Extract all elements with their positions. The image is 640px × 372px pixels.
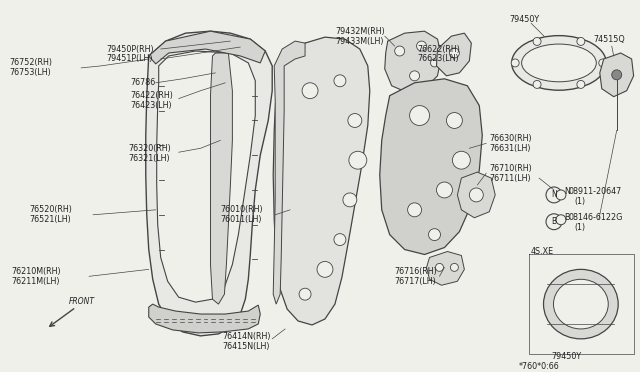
Text: N: N [564,187,570,196]
Text: 76630(RH): 76630(RH) [489,134,532,143]
Text: 08146-6122G: 08146-6122G [569,213,623,222]
Polygon shape [436,33,471,76]
Text: 76520(RH): 76520(RH) [29,205,72,214]
Text: 76211M(LH): 76211M(LH) [12,277,60,286]
Polygon shape [380,79,483,254]
Circle shape [546,187,562,203]
Polygon shape [385,31,442,93]
Circle shape [431,59,438,67]
Circle shape [334,75,346,87]
Circle shape [348,113,362,128]
Text: 76415N(LH): 76415N(LH) [223,342,270,351]
Ellipse shape [522,44,596,82]
Polygon shape [458,172,495,218]
Polygon shape [600,53,634,97]
Circle shape [577,38,585,45]
Text: 76010(RH): 76010(RH) [220,205,263,214]
Text: 4S.XE: 4S.XE [531,247,554,256]
Text: (1): (1) [574,223,585,232]
Text: 76423(LH): 76423(LH) [131,101,172,110]
Circle shape [343,193,357,207]
Circle shape [556,215,566,225]
Circle shape [302,83,318,99]
Ellipse shape [511,36,606,90]
Text: 76210M(RH): 76210M(RH) [12,267,61,276]
Circle shape [334,234,346,246]
Circle shape [408,203,422,217]
Text: 79433M(LH): 79433M(LH) [335,36,383,46]
Polygon shape [148,31,265,64]
Circle shape [577,80,585,89]
Polygon shape [273,37,370,325]
Text: (1): (1) [574,198,585,206]
Circle shape [299,288,311,300]
Text: 76752(RH): 76752(RH) [10,58,52,67]
Circle shape [546,214,562,230]
Circle shape [429,229,440,241]
Ellipse shape [554,279,608,329]
Circle shape [436,182,452,198]
Text: 76786: 76786 [131,78,156,87]
Circle shape [410,106,429,125]
Text: 76320(RH): 76320(RH) [129,144,172,153]
Circle shape [447,113,462,128]
Text: 76711(LH): 76711(LH) [489,174,531,183]
Text: 76716(RH): 76716(RH) [395,267,437,276]
Circle shape [556,190,566,200]
Text: 76631(LH): 76631(LH) [489,144,531,153]
Polygon shape [273,41,305,304]
Text: 76011(LH): 76011(LH) [220,215,262,224]
Circle shape [452,151,470,169]
Text: 76321(LH): 76321(LH) [129,154,170,163]
Text: 76414N(RH): 76414N(RH) [223,332,271,341]
Circle shape [417,41,426,51]
Text: 76422(RH): 76422(RH) [131,91,173,100]
Circle shape [395,46,404,56]
Text: 76521(LH): 76521(LH) [29,215,71,224]
Polygon shape [211,53,232,304]
Circle shape [410,71,420,81]
Text: 76753(LH): 76753(LH) [10,68,51,77]
Text: B: B [552,217,557,226]
Text: 79451P(LH): 79451P(LH) [106,54,152,64]
Text: 79450P(RH): 79450P(RH) [106,45,154,54]
Text: 76717(LH): 76717(LH) [395,277,436,286]
Circle shape [451,263,458,271]
Text: 76623(LH): 76623(LH) [417,54,459,64]
Text: 79450Y: 79450Y [551,352,581,361]
Text: FRONT: FRONT [69,296,95,306]
Text: N: N [551,190,557,199]
Text: *760*0:66: *760*0:66 [519,362,560,371]
Circle shape [533,80,541,89]
Text: 74515Q: 74515Q [594,35,625,44]
Circle shape [449,48,460,58]
Circle shape [469,188,483,202]
Circle shape [511,59,519,67]
Polygon shape [426,251,465,285]
Ellipse shape [543,269,618,339]
Text: 76710(RH): 76710(RH) [489,164,532,173]
Circle shape [612,70,621,80]
Circle shape [533,38,541,45]
Text: B: B [564,213,570,222]
Text: 79450Y: 79450Y [509,15,540,24]
Circle shape [435,263,444,271]
Text: 08911-20647: 08911-20647 [569,187,622,196]
Circle shape [317,262,333,277]
Circle shape [599,59,607,67]
Polygon shape [146,31,272,336]
Text: 76622(RH): 76622(RH) [417,45,460,54]
Text: 79432M(RH): 79432M(RH) [335,27,385,36]
Circle shape [349,151,367,169]
Polygon shape [148,304,260,333]
Polygon shape [157,51,255,302]
